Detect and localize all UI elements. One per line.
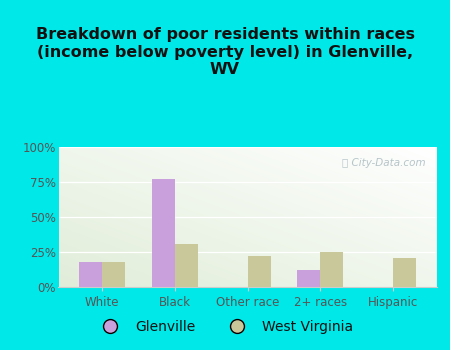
Bar <box>175 244 198 287</box>
Bar <box>152 179 175 287</box>
Text: Breakdown of poor residents within races
(income below poverty level) in Glenvil: Breakdown of poor residents within races… <box>36 27 414 77</box>
Text: ⓘ City-Data.com: ⓘ City-Data.com <box>342 158 425 168</box>
Bar <box>102 262 126 287</box>
Bar <box>393 258 416 287</box>
Bar <box>248 256 271 287</box>
Bar <box>320 252 343 287</box>
Bar <box>297 270 320 287</box>
Bar <box>79 262 102 287</box>
Legend: Glenville, West Virginia: Glenville, West Virginia <box>91 314 359 340</box>
